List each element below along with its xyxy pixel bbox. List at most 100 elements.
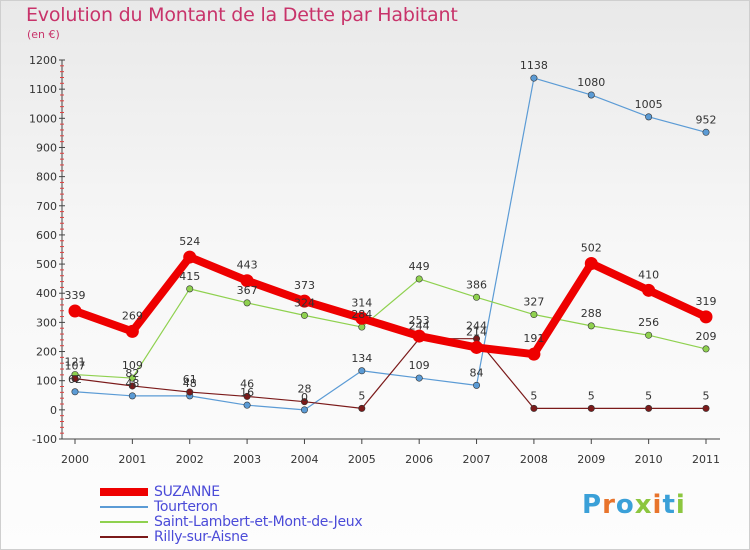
chart-subtitle: (en €) xyxy=(27,28,60,41)
data-point xyxy=(530,311,538,319)
logo-letter: o xyxy=(615,490,635,520)
data-point xyxy=(300,398,308,406)
data-point xyxy=(300,311,308,319)
data-label: 367 xyxy=(237,284,258,297)
data-label: 82 xyxy=(125,367,139,380)
data-point xyxy=(186,388,194,396)
legend-swatch xyxy=(100,488,148,496)
data-label: 84 xyxy=(470,366,484,379)
data-point xyxy=(530,74,538,82)
data-point xyxy=(128,374,136,382)
data-label: 288 xyxy=(581,307,602,320)
y-tick-label: 700 xyxy=(36,200,57,213)
data-point xyxy=(71,375,79,383)
data-label: 48 xyxy=(183,377,197,390)
y-tick-label: 400 xyxy=(36,287,57,300)
data-label: 253 xyxy=(409,314,430,327)
legend-swatch xyxy=(100,521,148,523)
data-label: 314 xyxy=(351,296,372,309)
data-point xyxy=(587,322,595,330)
data-label: 62 xyxy=(68,373,82,386)
data-point xyxy=(243,401,251,409)
data-point xyxy=(415,275,423,283)
series-line xyxy=(74,338,707,409)
data-label: 1005 xyxy=(635,98,663,111)
series-line xyxy=(71,253,710,359)
data-point xyxy=(358,367,366,375)
data-label: 1138 xyxy=(520,59,548,72)
data-point xyxy=(473,293,481,301)
data-point xyxy=(645,404,653,412)
data-label: 324 xyxy=(294,296,315,309)
data-point xyxy=(527,347,541,361)
data-label: 48 xyxy=(125,377,139,390)
x-tick-label: 2010 xyxy=(635,453,663,466)
logo-letter: x xyxy=(634,490,653,520)
legend-label: Rilly-sur-Aisne xyxy=(154,529,249,545)
y-tick-label: 800 xyxy=(36,171,57,184)
data-label: 952 xyxy=(696,113,717,126)
x-tick-label: 2001 xyxy=(118,453,146,466)
data-label: 5 xyxy=(358,389,365,402)
data-label: 256 xyxy=(638,316,659,329)
x-tick-label: 2008 xyxy=(520,453,548,466)
data-label: 0 xyxy=(301,391,308,404)
data-point xyxy=(300,406,308,414)
data-point xyxy=(355,311,369,325)
data-label: 524 xyxy=(179,235,200,248)
data-point xyxy=(587,404,595,412)
data-point xyxy=(358,323,366,331)
data-label: 443 xyxy=(237,259,258,272)
data-point xyxy=(71,388,79,396)
data-label: 109 xyxy=(122,359,143,372)
y-tick-label: 1100 xyxy=(29,83,57,96)
y-tick-label: 1200 xyxy=(29,54,57,67)
data-point xyxy=(412,329,426,343)
y-tick-label: 300 xyxy=(36,316,57,329)
data-label: 5 xyxy=(645,389,652,402)
data-label: 284 xyxy=(351,308,372,321)
data-label: 5 xyxy=(530,389,537,402)
x-tick-label: 2003 xyxy=(233,453,261,466)
data-point xyxy=(699,310,713,324)
data-point xyxy=(186,285,194,293)
data-point xyxy=(128,382,136,390)
data-label: 61 xyxy=(183,373,197,386)
data-label: 415 xyxy=(179,270,200,283)
data-point xyxy=(702,345,710,353)
data-label: 269 xyxy=(122,309,143,322)
data-label: 16 xyxy=(240,386,254,399)
data-label: 191 xyxy=(523,332,544,345)
logo-letter: r xyxy=(602,490,616,520)
data-label: 502 xyxy=(581,241,602,254)
data-label: 46 xyxy=(240,377,254,390)
legend-label: Saint-Lambert-et-Mont-de-Jeux xyxy=(154,514,363,530)
y-tick-label: 500 xyxy=(36,258,57,271)
data-label: 209 xyxy=(696,330,717,343)
data-label: 244 xyxy=(466,320,487,333)
data-label: 373 xyxy=(294,279,315,292)
data-point xyxy=(415,374,423,382)
data-point xyxy=(642,283,656,297)
logo-letter: i xyxy=(675,490,686,520)
data-label: 134 xyxy=(351,352,372,365)
y-tick-label: 900 xyxy=(36,141,57,154)
data-label: 121 xyxy=(65,356,86,369)
data-point xyxy=(243,299,251,307)
data-label: 107 xyxy=(65,360,86,373)
x-tick-label: 2009 xyxy=(577,453,605,466)
proxiti-logo: Proxiti xyxy=(582,490,686,520)
y-tick-label: 0 xyxy=(50,404,57,417)
x-tick-label: 2011 xyxy=(692,453,720,466)
x-tick-label: 2006 xyxy=(405,453,433,466)
data-point xyxy=(645,113,653,121)
y-tick-label: 100 xyxy=(36,375,57,388)
data-label: 28 xyxy=(297,383,311,396)
data-point xyxy=(702,128,710,136)
data-label: 214 xyxy=(466,325,487,338)
logo-letter: t xyxy=(662,490,676,520)
data-point xyxy=(358,404,366,412)
y-tick-label: 200 xyxy=(36,346,57,359)
data-point xyxy=(530,404,538,412)
